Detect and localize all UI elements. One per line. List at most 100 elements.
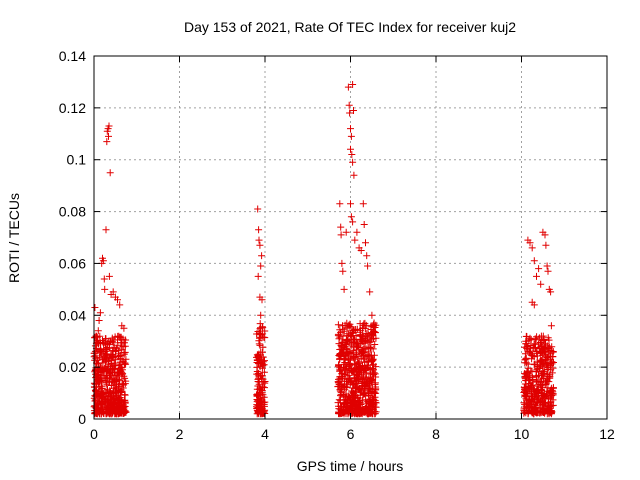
data-point — [99, 394, 107, 402]
x-tick-label: 10 — [514, 426, 530, 442]
data-point — [348, 402, 356, 409]
data-point — [365, 352, 373, 360]
data-point — [337, 345, 345, 353]
data-point — [96, 309, 104, 317]
data-point — [353, 379, 361, 387]
data-point — [364, 389, 372, 397]
data-point — [361, 408, 369, 416]
data-point — [368, 370, 376, 378]
data-point — [357, 331, 365, 339]
data-point — [541, 353, 549, 361]
x-tick-label: 0 — [90, 426, 98, 442]
x-tick-label: 2 — [176, 426, 184, 442]
data-point — [531, 406, 539, 414]
data-point — [106, 169, 114, 177]
data-point — [350, 107, 357, 114]
data-point — [336, 200, 344, 208]
data-point — [117, 367, 124, 375]
data-point — [101, 389, 109, 397]
data-point — [106, 400, 114, 408]
data-point — [337, 363, 345, 371]
data-point — [107, 382, 115, 389]
data-point — [335, 340, 343, 348]
data-point — [349, 384, 357, 392]
data-point — [105, 390, 113, 398]
data-point — [107, 350, 115, 358]
data-point — [116, 361, 124, 369]
data-point — [342, 351, 350, 359]
data-point — [351, 236, 359, 244]
data-point — [529, 375, 537, 383]
data-point — [348, 151, 356, 158]
data-point — [347, 213, 355, 221]
data-point — [103, 138, 111, 146]
data-point — [339, 267, 347, 275]
y-axis-ticks: 0 0.02 0.04 0.06 0.08 0.1 0.12 0.14 — [59, 48, 607, 427]
data-point — [529, 344, 537, 352]
data-point — [340, 370, 348, 378]
data-point — [549, 396, 557, 404]
data-point — [349, 218, 357, 226]
data-point — [340, 285, 348, 293]
data-point — [106, 338, 114, 346]
data-point — [336, 351, 343, 359]
data-point — [370, 319, 378, 327]
data-point — [367, 375, 375, 382]
data-point — [362, 405, 370, 412]
data-point — [109, 351, 117, 359]
data-point — [254, 205, 262, 213]
data-point — [339, 339, 347, 347]
data-point — [98, 390, 106, 398]
data-point — [111, 356, 119, 364]
data-point — [533, 272, 540, 280]
data-point — [353, 358, 361, 366]
data-point — [359, 374, 367, 382]
data-point — [118, 355, 126, 363]
data-point — [115, 404, 123, 412]
data-point — [528, 367, 536, 375]
data-point — [255, 236, 263, 244]
data-point — [371, 328, 379, 336]
data-point — [364, 333, 372, 341]
data-point — [112, 387, 119, 395]
data-point — [538, 358, 545, 366]
data-point — [536, 364, 544, 372]
data-point — [257, 311, 265, 319]
data-point — [349, 335, 357, 343]
data-point — [102, 366, 110, 374]
y-tick-label: 0.14 — [59, 48, 86, 64]
data-point — [122, 360, 130, 368]
data-point — [359, 325, 367, 332]
data-point — [531, 394, 539, 402]
data-point — [364, 262, 372, 270]
data-point — [256, 341, 264, 349]
data-point — [370, 366, 377, 374]
data-point — [115, 362, 123, 370]
data-point — [255, 391, 263, 399]
data-point — [549, 353, 557, 360]
data-point — [542, 241, 550, 249]
data-point — [105, 132, 112, 140]
data-point — [362, 239, 369, 247]
data-point — [361, 358, 369, 366]
data-point — [109, 288, 117, 296]
data-point — [253, 368, 261, 375]
data-point — [523, 333, 531, 340]
data-point — [350, 343, 358, 351]
data-point — [541, 404, 549, 412]
data-point — [109, 409, 117, 417]
data-point — [105, 272, 113, 280]
data-point — [544, 366, 552, 373]
data-point — [527, 398, 535, 406]
data-point — [369, 356, 376, 364]
data-point — [357, 363, 365, 370]
data-point — [350, 171, 358, 179]
data-point — [95, 371, 103, 379]
data-point — [346, 109, 354, 117]
data-point — [92, 387, 99, 395]
data-point — [543, 377, 551, 385]
data-point — [95, 404, 103, 412]
data-point — [257, 348, 265, 356]
data-point — [111, 365, 119, 373]
data-point — [344, 336, 352, 344]
